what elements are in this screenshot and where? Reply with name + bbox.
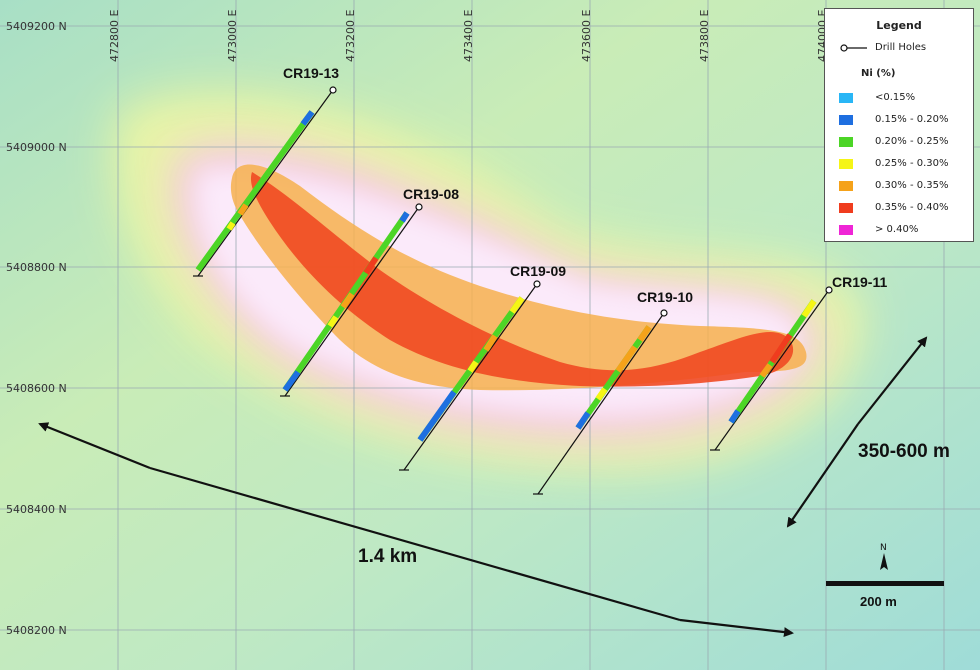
hole-label-cr19-09: CR19-09 [510,263,566,279]
legend-swatch [839,203,853,213]
legend-class-label: 0.15% - 0.20% [875,114,949,125]
drill-hole-cr19-09[interactable] [399,280,541,471]
legend-swatch [839,225,853,235]
legend: Legend Drill Holes Ni (%) <0.15% 0.15% - … [824,8,974,242]
nickel-shell-outer [230,164,807,391]
northing-label: 5408400 N [6,503,67,516]
northing-labels: 5409200 N 5409000 N 5408800 N 5408600 N … [6,20,67,637]
strike-length-label: 1.4 km [358,546,417,567]
northing-label: 5408600 N [6,382,67,395]
nickel-shell-core [250,172,794,387]
legend-class-label: 0.25% - 0.30% [875,158,949,169]
legend-class-label: 0.30% - 0.35% [875,180,949,191]
drill-hole-cr19-10[interactable] [533,309,668,495]
hole-label-cr19-10: CR19-10 [637,289,693,305]
drill-hole-symbol-icon [840,44,867,52]
easting-label: 472800 E [108,10,121,62]
drill-holes [193,86,833,495]
legend-class-label: 0.20% - 0.25% [875,136,949,147]
legend-subtitle-text: Ni (%) [861,68,896,79]
strike-length-arrow [149,466,681,622]
strike-length-arrow-head-a [38,422,151,470]
legend-class-label: 0.35% - 0.40% [875,202,949,213]
drill-hole-cr19-08[interactable] [280,203,423,397]
easting-label: 473600 E [580,10,593,62]
easting-labels: 472800 E 473000 E 473200 E 473400 E 4736… [108,10,829,62]
strike-length-arrow-head-b [679,618,794,638]
easting-label: 473800 E [698,10,711,62]
legend-swatch [839,93,853,103]
scale-bar: 200 m [826,581,944,609]
north-label: N [880,543,887,553]
legend-title: Legend [876,19,922,32]
legend-swatch [839,159,853,169]
hole-label-cr19-13: CR19-13 [283,65,339,81]
width-arrow-b [786,423,859,528]
legend-swatch [839,137,853,147]
drill-hole-cr19-11[interactable] [710,286,833,451]
northing-label: 5409000 N [6,141,67,154]
northing-label: 5409200 N [6,20,67,33]
northing-label: 5408200 N [6,624,67,637]
easting-label: 473400 E [462,10,475,62]
northing-label: 5408800 N [6,261,67,274]
drill-hole-cr19-13[interactable] [193,86,337,277]
legend-swatch [839,115,853,125]
legend-class-label: > 0.40% [875,224,919,235]
width-label: 350-600 m [858,441,950,462]
north-arrow-icon: N [880,543,888,570]
easting-label: 473000 E [226,10,239,62]
legend-drill-holes-label: Drill Holes [875,42,927,53]
hole-label-cr19-11: CR19-11 [832,274,887,290]
scale-label: 200 m [860,594,897,609]
hole-label-cr19-08: CR19-08 [403,186,459,202]
legend-class-label: <0.15% [875,92,916,103]
easting-label: 473200 E [344,10,357,62]
legend-swatch [839,181,853,191]
width-arrow-a [857,336,928,425]
